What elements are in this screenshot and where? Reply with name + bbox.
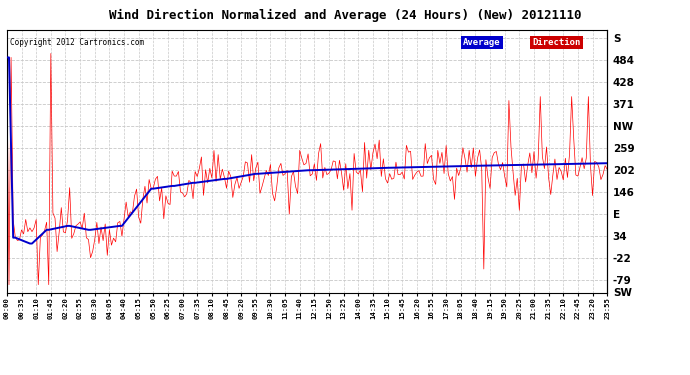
Text: Average: Average <box>463 38 501 47</box>
Text: Wind Direction Normalized and Average (24 Hours) (New) 20121110: Wind Direction Normalized and Average (2… <box>109 9 581 22</box>
Text: Copyright 2012 Cartronics.com: Copyright 2012 Cartronics.com <box>10 38 144 47</box>
Text: Direction: Direction <box>532 38 580 47</box>
